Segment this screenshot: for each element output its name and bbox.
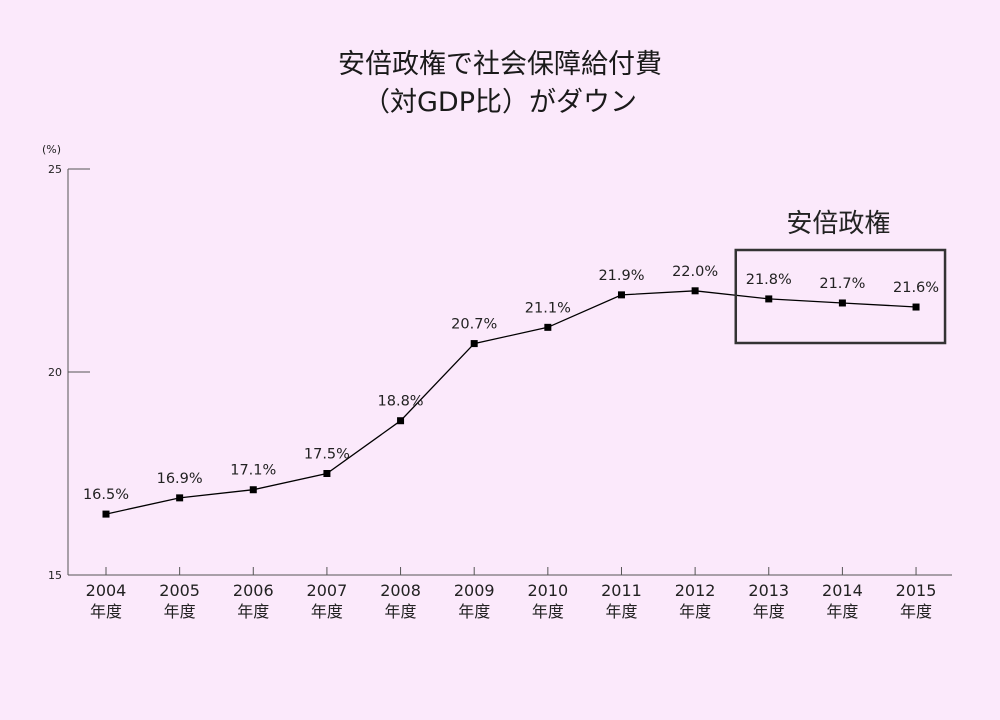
x-tick-suffix-2013: 年度 bbox=[753, 602, 785, 621]
x-tick-suffix-2008: 年度 bbox=[385, 602, 417, 621]
data-point-2013 bbox=[765, 295, 773, 303]
x-tick-label-2007: 2007 bbox=[307, 581, 348, 600]
chart-title-line1: 安倍政権で社会保障給付費 bbox=[338, 49, 662, 81]
data-label-2013: 21.8% bbox=[746, 272, 792, 288]
y-tick-label-20: 20 bbox=[48, 366, 62, 379]
x-tick-suffix-2012: 年度 bbox=[679, 602, 711, 621]
data-label-2005: 16.9% bbox=[157, 471, 203, 487]
data-point-2006 bbox=[249, 486, 257, 494]
data-point-2015 bbox=[912, 303, 920, 311]
x-tick-label-2015: 2015 bbox=[896, 581, 937, 600]
x-tick-suffix-2011: 年度 bbox=[605, 602, 637, 621]
x-tick-label-2010: 2010 bbox=[527, 581, 568, 600]
x-tick-label-2014: 2014 bbox=[822, 581, 863, 600]
x-tick-label-2011: 2011 bbox=[601, 581, 642, 600]
data-label-2006: 17.1% bbox=[230, 463, 276, 479]
x-tick-suffix-2010: 年度 bbox=[532, 602, 564, 621]
y-tick-label-25: 25 bbox=[48, 163, 62, 176]
data-point-2014 bbox=[838, 299, 846, 307]
x-tick-label-2009: 2009 bbox=[454, 581, 495, 600]
x-tick-label-2012: 2012 bbox=[675, 581, 716, 600]
data-label-2008: 18.8% bbox=[378, 394, 424, 410]
y-axis-unit: (%) bbox=[42, 143, 61, 156]
x-tick-label-2006: 2006 bbox=[233, 581, 274, 600]
x-tick-label-2005: 2005 bbox=[159, 581, 200, 600]
x-tick-suffix-2014: 年度 bbox=[826, 602, 858, 621]
data-label-2007: 17.5% bbox=[304, 447, 350, 463]
data-label-2010: 21.1% bbox=[525, 300, 571, 316]
x-tick-suffix-2009: 年度 bbox=[458, 602, 490, 621]
x-tick-suffix-2005: 年度 bbox=[164, 602, 196, 621]
data-label-2004: 16.5% bbox=[83, 487, 129, 503]
data-point-2009 bbox=[470, 340, 478, 348]
data-point-2005 bbox=[176, 494, 184, 502]
chart-title: 安倍政権で社会保障給付費 （対GDP比）がダウン bbox=[0, 46, 1000, 122]
data-point-2004 bbox=[102, 510, 110, 518]
data-label-2014: 21.7% bbox=[819, 276, 865, 292]
annotation-box bbox=[734, 248, 947, 345]
data-point-2007 bbox=[323, 470, 331, 477]
data-label-2015: 21.6% bbox=[893, 280, 939, 296]
data-label-2011: 21.9% bbox=[598, 268, 644, 284]
data-label-2012: 22.0% bbox=[672, 264, 718, 280]
y-tick-label-15: 15 bbox=[48, 569, 62, 582]
annotation-label: 安倍政権 bbox=[786, 209, 890, 239]
x-tick-suffix-2004: 年度 bbox=[90, 602, 122, 621]
series-line bbox=[105, 290, 917, 515]
data-label-2009: 20.7% bbox=[451, 317, 497, 333]
x-tick-label-2004: 2004 bbox=[86, 581, 127, 600]
data-point-2012 bbox=[691, 287, 699, 295]
x-tick-suffix-2006: 年度 bbox=[237, 602, 269, 621]
data-point-2011 bbox=[617, 291, 625, 299]
data-point-2008 bbox=[397, 417, 405, 425]
x-tick-suffix-2015: 年度 bbox=[900, 602, 932, 621]
x-tick-label-2008: 2008 bbox=[380, 581, 421, 600]
data-point-2010 bbox=[544, 323, 552, 331]
x-tick-suffix-2007: 年度 bbox=[311, 602, 343, 621]
x-tick-label-2013: 2013 bbox=[748, 581, 789, 600]
chart-title-line2: （対GDP比）がダウン bbox=[363, 87, 637, 119]
